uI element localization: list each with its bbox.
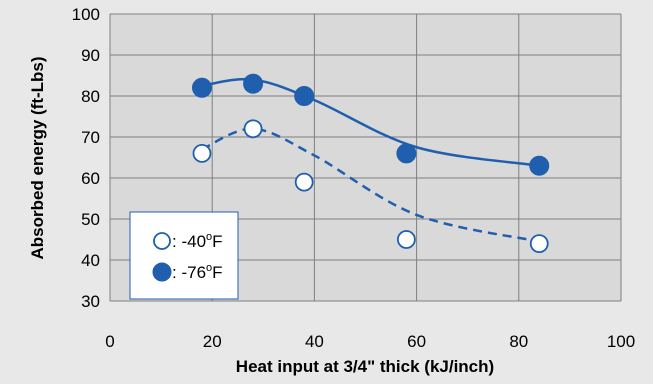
data-point-series-2 <box>529 155 550 176</box>
data-point-series-1 <box>243 119 263 139</box>
legend-box <box>129 211 239 300</box>
data-point-series-2 <box>396 143 417 164</box>
y-tick-label: 100 <box>72 5 100 24</box>
y-tick-label: 80 <box>81 87 100 106</box>
data-point-series-1 <box>396 230 416 249</box>
x-tick-labels: 0 20 40 60 80 100 <box>105 332 635 351</box>
x-tick-label: 0 <box>105 332 114 351</box>
legend-entry-2: : -76oF <box>172 262 223 282</box>
y-tick-label: 50 <box>81 210 100 229</box>
y-tick-label: 60 <box>81 169 100 188</box>
legend-marker-filled <box>152 262 172 282</box>
y-tick-label: 30 <box>81 292 100 311</box>
legend-entry-1: : -40oF <box>172 231 223 251</box>
y-tick-labels: 30 40 50 60 70 80 90 100 <box>72 5 100 311</box>
y-tick-label: 70 <box>81 128 100 147</box>
x-tick-label: 100 <box>607 332 635 351</box>
data-point-series-1 <box>294 172 314 192</box>
x-axis-title: Heat input at 3/4" thick (kJ/inch) <box>236 357 494 376</box>
data-point-series-2 <box>243 73 264 94</box>
data-point-series-1 <box>529 234 549 254</box>
data-point-series-2 <box>294 86 315 106</box>
x-tick-label: 40 <box>305 332 324 351</box>
legend-marker-open <box>153 232 171 250</box>
y-axis-title: Absorbed energy (ft-Lbs) <box>28 56 47 259</box>
x-tick-label: 80 <box>509 332 528 351</box>
x-tick-label: 20 <box>203 332 222 351</box>
y-tick-label: 90 <box>81 46 100 65</box>
data-point-series-1 <box>192 143 212 163</box>
legend: : -40oF : -76oF <box>129 211 239 300</box>
data-point-series-2 <box>191 77 212 98</box>
data-points <box>191 73 550 254</box>
x-tick-label: 60 <box>407 332 426 351</box>
y-tick-label: 40 <box>81 251 100 270</box>
